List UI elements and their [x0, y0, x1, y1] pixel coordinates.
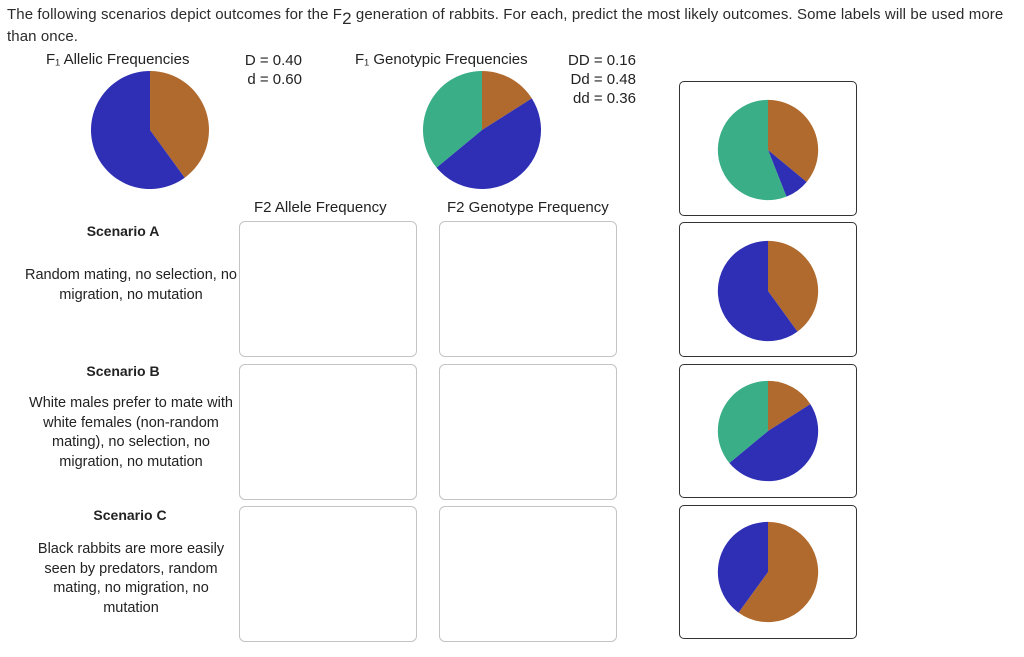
scenario-c-title: Scenario C	[93, 507, 167, 523]
f1-allelic-pie-chart	[90, 70, 209, 189]
instructions-text: The following scenarios depict outcomes …	[7, 4, 1022, 48]
scenario-a-genotype-drop-zone[interactable]	[439, 221, 617, 357]
scenario-b-title: Scenario B	[86, 363, 160, 379]
scenario-b-genotype-drop-zone[interactable]	[439, 364, 617, 500]
scenario-b-allele-drop-zone[interactable]	[239, 364, 417, 500]
pie-slice-brown	[768, 240, 819, 332]
pie-slice-blue	[729, 404, 819, 482]
intro-prefix: The following scenarios depict outcomes …	[7, 6, 343, 23]
label-card-2[interactable]	[679, 222, 857, 357]
label-card-4[interactable]	[679, 505, 857, 639]
card-4-pie-chart	[717, 521, 819, 623]
scenario-c-genotype-drop-zone[interactable]	[439, 506, 617, 642]
column-header-genotype: F2 Genotype Frequency	[447, 199, 609, 216]
pie-slice-dd	[422, 71, 482, 168]
allele-D-value: D = 0.40	[244, 52, 302, 69]
pie-slice-brown	[768, 99, 819, 182]
intro-suffix: generation of rabbits. For each, predict…	[7, 6, 1004, 45]
pie-slice-Dd	[436, 98, 542, 190]
pie-slice-green	[717, 380, 768, 463]
genotype-DD-value: DD = 0.16	[568, 52, 636, 69]
pie-slice-d	[90, 70, 185, 189]
allele-d-value: d = 0.60	[247, 71, 302, 88]
label-card-1[interactable]	[679, 81, 857, 216]
f1-allelic-values: D = 0.40 d = 0.60	[238, 51, 302, 89]
scenario-c-description: Black rabbits are more easily seen by pr…	[37, 541, 225, 616]
intro-subscript: 2	[342, 9, 352, 28]
pie-slice-brown	[738, 521, 819, 623]
card-1-pie-chart	[717, 99, 819, 201]
column-header-allele: F2 Allele Frequency	[254, 199, 387, 216]
scenario-a-title: Scenario A	[86, 223, 160, 239]
card-3-pie-chart	[717, 380, 819, 482]
f1-genotypic-pie-chart	[422, 71, 542, 190]
f1-allelic-title: F₁ Allelic Frequencies	[46, 51, 190, 68]
pie-slice-brown	[768, 380, 811, 431]
scenario-a-description: Random mating, no selection, no migratio…	[25, 267, 237, 303]
pie-slice-D	[150, 71, 209, 178]
genotype-Dd-value: Dd = 0.48	[570, 71, 636, 88]
scenario-c-allele-drop-zone[interactable]	[239, 506, 417, 642]
scenario-a-allele-drop-zone[interactable]	[239, 221, 417, 357]
scenario-b-description: White males prefer to mate with white fe…	[29, 395, 233, 470]
f1-genotypic-values: DD = 0.16 Dd = 0.48 dd = 0.36	[558, 51, 636, 108]
pie-slice-DD	[482, 71, 532, 130]
genotype-dd-value: dd = 0.36	[573, 90, 636, 107]
f1-genotypic-title: F₁ Genotypic Frequencies	[355, 51, 528, 68]
pie-slice-blue	[717, 240, 798, 342]
pie-slice-blue	[717, 521, 768, 613]
card-2-pie-chart	[717, 240, 819, 342]
label-card-3[interactable]	[679, 364, 857, 498]
pie-slice-green	[717, 99, 787, 201]
pie-slice-blue	[768, 150, 807, 197]
